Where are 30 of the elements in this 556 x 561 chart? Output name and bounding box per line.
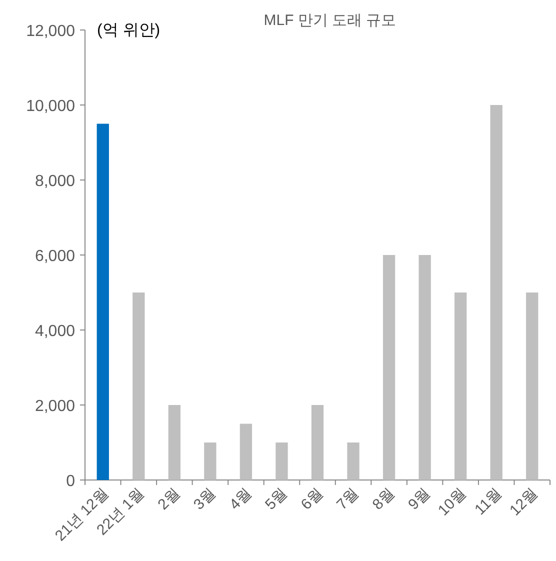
bar	[382, 255, 396, 480]
bar	[204, 442, 216, 480]
y-tick-label: 0	[66, 473, 76, 490]
bar	[276, 442, 288, 480]
chart-title: MLF 만기 도래 규모	[264, 12, 396, 29]
x-tick-label: 7월	[334, 484, 362, 514]
bar	[418, 255, 431, 480]
bar	[132, 292, 145, 480]
bar	[240, 424, 252, 480]
bar	[454, 292, 467, 480]
x-tick-label: 8월	[369, 484, 398, 514]
x-tick-label: 2월	[154, 484, 184, 514]
bar	[490, 105, 502, 480]
y-tick-label: 10,000	[26, 98, 76, 115]
x-tick-label: 5월	[262, 484, 291, 514]
y-tick-label: 4,000	[34, 323, 76, 340]
x-tick-label: 3월	[190, 484, 220, 514]
bar	[168, 405, 181, 480]
bar	[347, 442, 360, 480]
y-tick-label: 8,000	[34, 173, 76, 190]
y-axis-title: (억 위안)	[97, 22, 160, 39]
bar	[96, 124, 109, 480]
x-tick-label: 9월	[405, 484, 434, 514]
y-tick-label: 2,000	[34, 398, 76, 415]
x-tick-label: 6월	[298, 484, 326, 514]
y-tick-label: 12,000	[26, 23, 76, 40]
bar	[526, 292, 538, 480]
x-tick-label: 4월	[226, 484, 255, 514]
bar	[311, 405, 324, 480]
y-tick-label: 6,000	[34, 248, 76, 265]
